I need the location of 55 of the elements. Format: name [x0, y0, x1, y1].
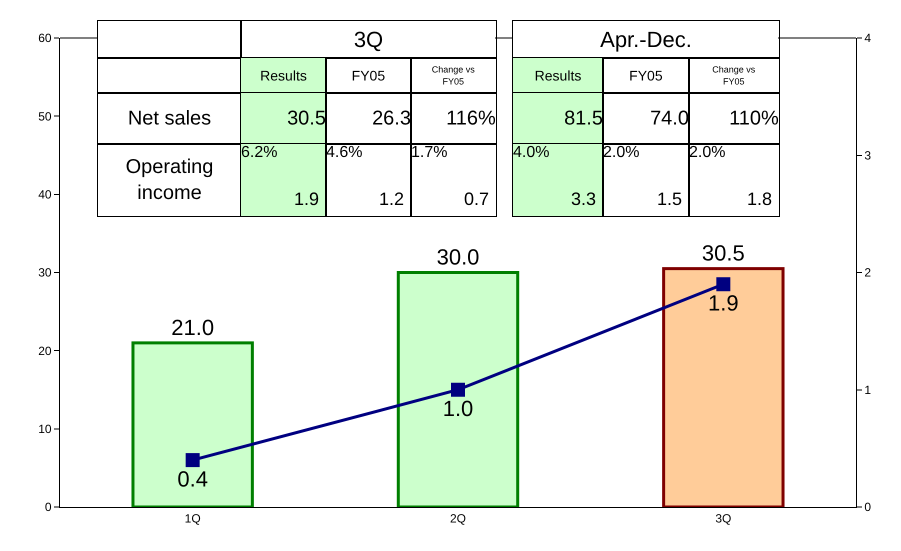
annotation: Net sales [128, 108, 212, 130]
data-label: 0.4 [177, 466, 208, 492]
point [716, 277, 730, 292]
annotation: 3Q [354, 27, 384, 52]
annotation: 30.5 [287, 108, 326, 130]
data-label: 30.0 [436, 244, 480, 270]
x-tick-label: 1Q [184, 511, 201, 526]
data-label: 1.9 [708, 290, 739, 316]
annotation: 26.3 [372, 108, 411, 130]
annotation: 1.7% [411, 144, 448, 161]
annotation: 1.9 [294, 189, 320, 209]
annotation: FY05 [629, 68, 663, 84]
bar [396, 271, 520, 507]
annotation: Operating income [126, 156, 214, 204]
annotation: 74.0 [650, 108, 689, 130]
annotation: Results [260, 68, 307, 84]
point [186, 453, 200, 468]
y-tick-label: 0 [44, 500, 52, 514]
bar [131, 341, 254, 507]
y2-tick-label: 1 [864, 382, 872, 397]
data-label: 1.0 [442, 396, 474, 421]
annotation: 1.5 [657, 189, 682, 209]
annotation: 116% [446, 108, 496, 130]
x-tick-label: 2Q [450, 511, 466, 526]
y-tick-label: 10 [38, 422, 52, 436]
annotation: 2.0% [689, 144, 726, 161]
data-label: 30.5 [702, 240, 745, 266]
bar [662, 267, 785, 507]
y-tick-label: 30 [38, 266, 52, 280]
y-tick-label: 50 [38, 109, 52, 124]
annotation: 1.8 [747, 189, 772, 209]
annotation: 4.6% [326, 144, 362, 161]
data-label: 21.0 [171, 314, 214, 340]
y-tick-label: 60 [38, 31, 52, 46]
annotation: Results [534, 68, 582, 84]
point [451, 382, 465, 397]
annotation: 110% [729, 108, 779, 130]
annotation: Change vs FY05 [432, 64, 476, 86]
annotation: 1.2 [379, 189, 404, 209]
y2-tick-label: 0 [864, 500, 872, 514]
annotation: Change vs FY05 [712, 64, 756, 86]
y-tick-label: 20 [38, 344, 52, 358]
y-tick-label: 40 [38, 188, 52, 202]
y2-tick-label: 2 [864, 266, 872, 280]
annotation: 2.0% [603, 144, 640, 161]
y2-tick-label: 3 [864, 148, 872, 162]
annotation: Apr.-Dec. [600, 27, 692, 52]
x-tick-label: 3Q [715, 511, 732, 526]
annotation: FY05 [352, 68, 386, 84]
annotation: 3.3 [571, 189, 596, 209]
annotation: 0.7 [464, 189, 490, 209]
annotation: 4.0% [513, 144, 550, 161]
y2-tick-label: 4 [864, 31, 872, 46]
annotation: 6.2% [241, 144, 278, 161]
annotation: 81.5 [564, 108, 603, 130]
